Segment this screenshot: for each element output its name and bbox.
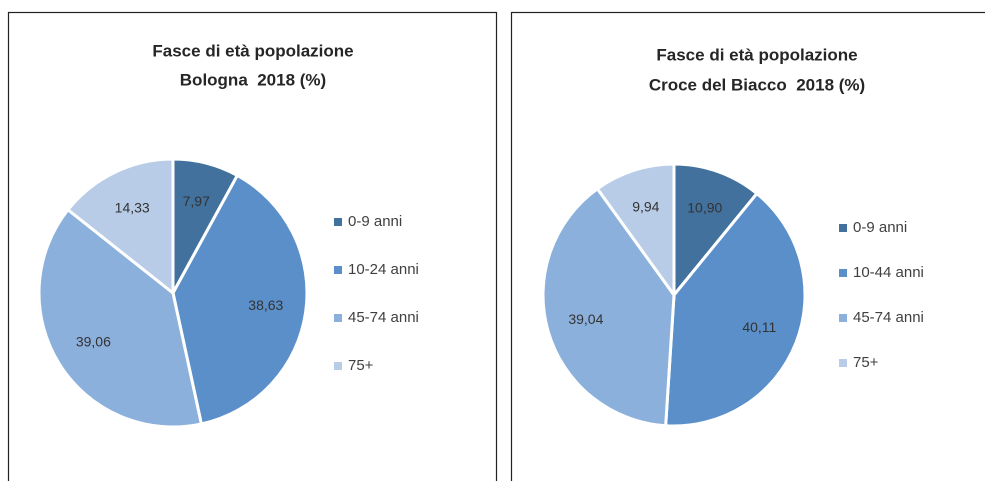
legend-label: 10-24 anni: [348, 261, 419, 278]
pie-slice: [664, 191, 807, 428]
pie-slice: [541, 186, 676, 428]
data-label: 14,33: [115, 199, 150, 215]
legend-label: 0-9 anni: [853, 219, 907, 236]
pie-slice: [37, 207, 204, 429]
legend-swatch: [334, 266, 342, 274]
pie-slice: [65, 157, 175, 297]
legend-swatch: [334, 218, 342, 226]
legend-swatch: [839, 359, 847, 367]
chart-title: Fasce di età popolazione: [152, 41, 353, 60]
chart-subtitle: Croce del Biacco 2018 (%): [649, 75, 865, 94]
legend-label: 10-44 anni: [853, 264, 924, 281]
legend-swatch: [334, 362, 342, 370]
legend-label: 0-9 anni: [348, 213, 402, 230]
legend-swatch: [839, 224, 847, 232]
legend-label: 75+: [853, 354, 879, 371]
data-label: 39,06: [76, 333, 111, 349]
legend-swatch: [334, 314, 342, 322]
data-label: 7,97: [183, 193, 210, 209]
data-label: 40,11: [742, 319, 776, 335]
data-label: 39,04: [568, 311, 603, 327]
pie-slice: [595, 162, 676, 300]
legend-label: 45-74 anni: [853, 309, 924, 326]
legend-swatch: [839, 269, 847, 277]
data-label: 9,94: [632, 198, 659, 214]
legend-swatch: [839, 314, 847, 322]
legend-label: 75+: [348, 357, 374, 374]
data-label: 10,90: [687, 199, 722, 215]
legend-label: 45-74 anni: [348, 309, 419, 326]
data-label: 38,63: [248, 297, 283, 313]
pie-slice: [672, 162, 759, 300]
chart-subtitle: Bologna 2018 (%): [180, 70, 326, 89]
chart-title: Fasce di età popolazione: [656, 45, 857, 64]
pie-slice: [171, 173, 309, 426]
